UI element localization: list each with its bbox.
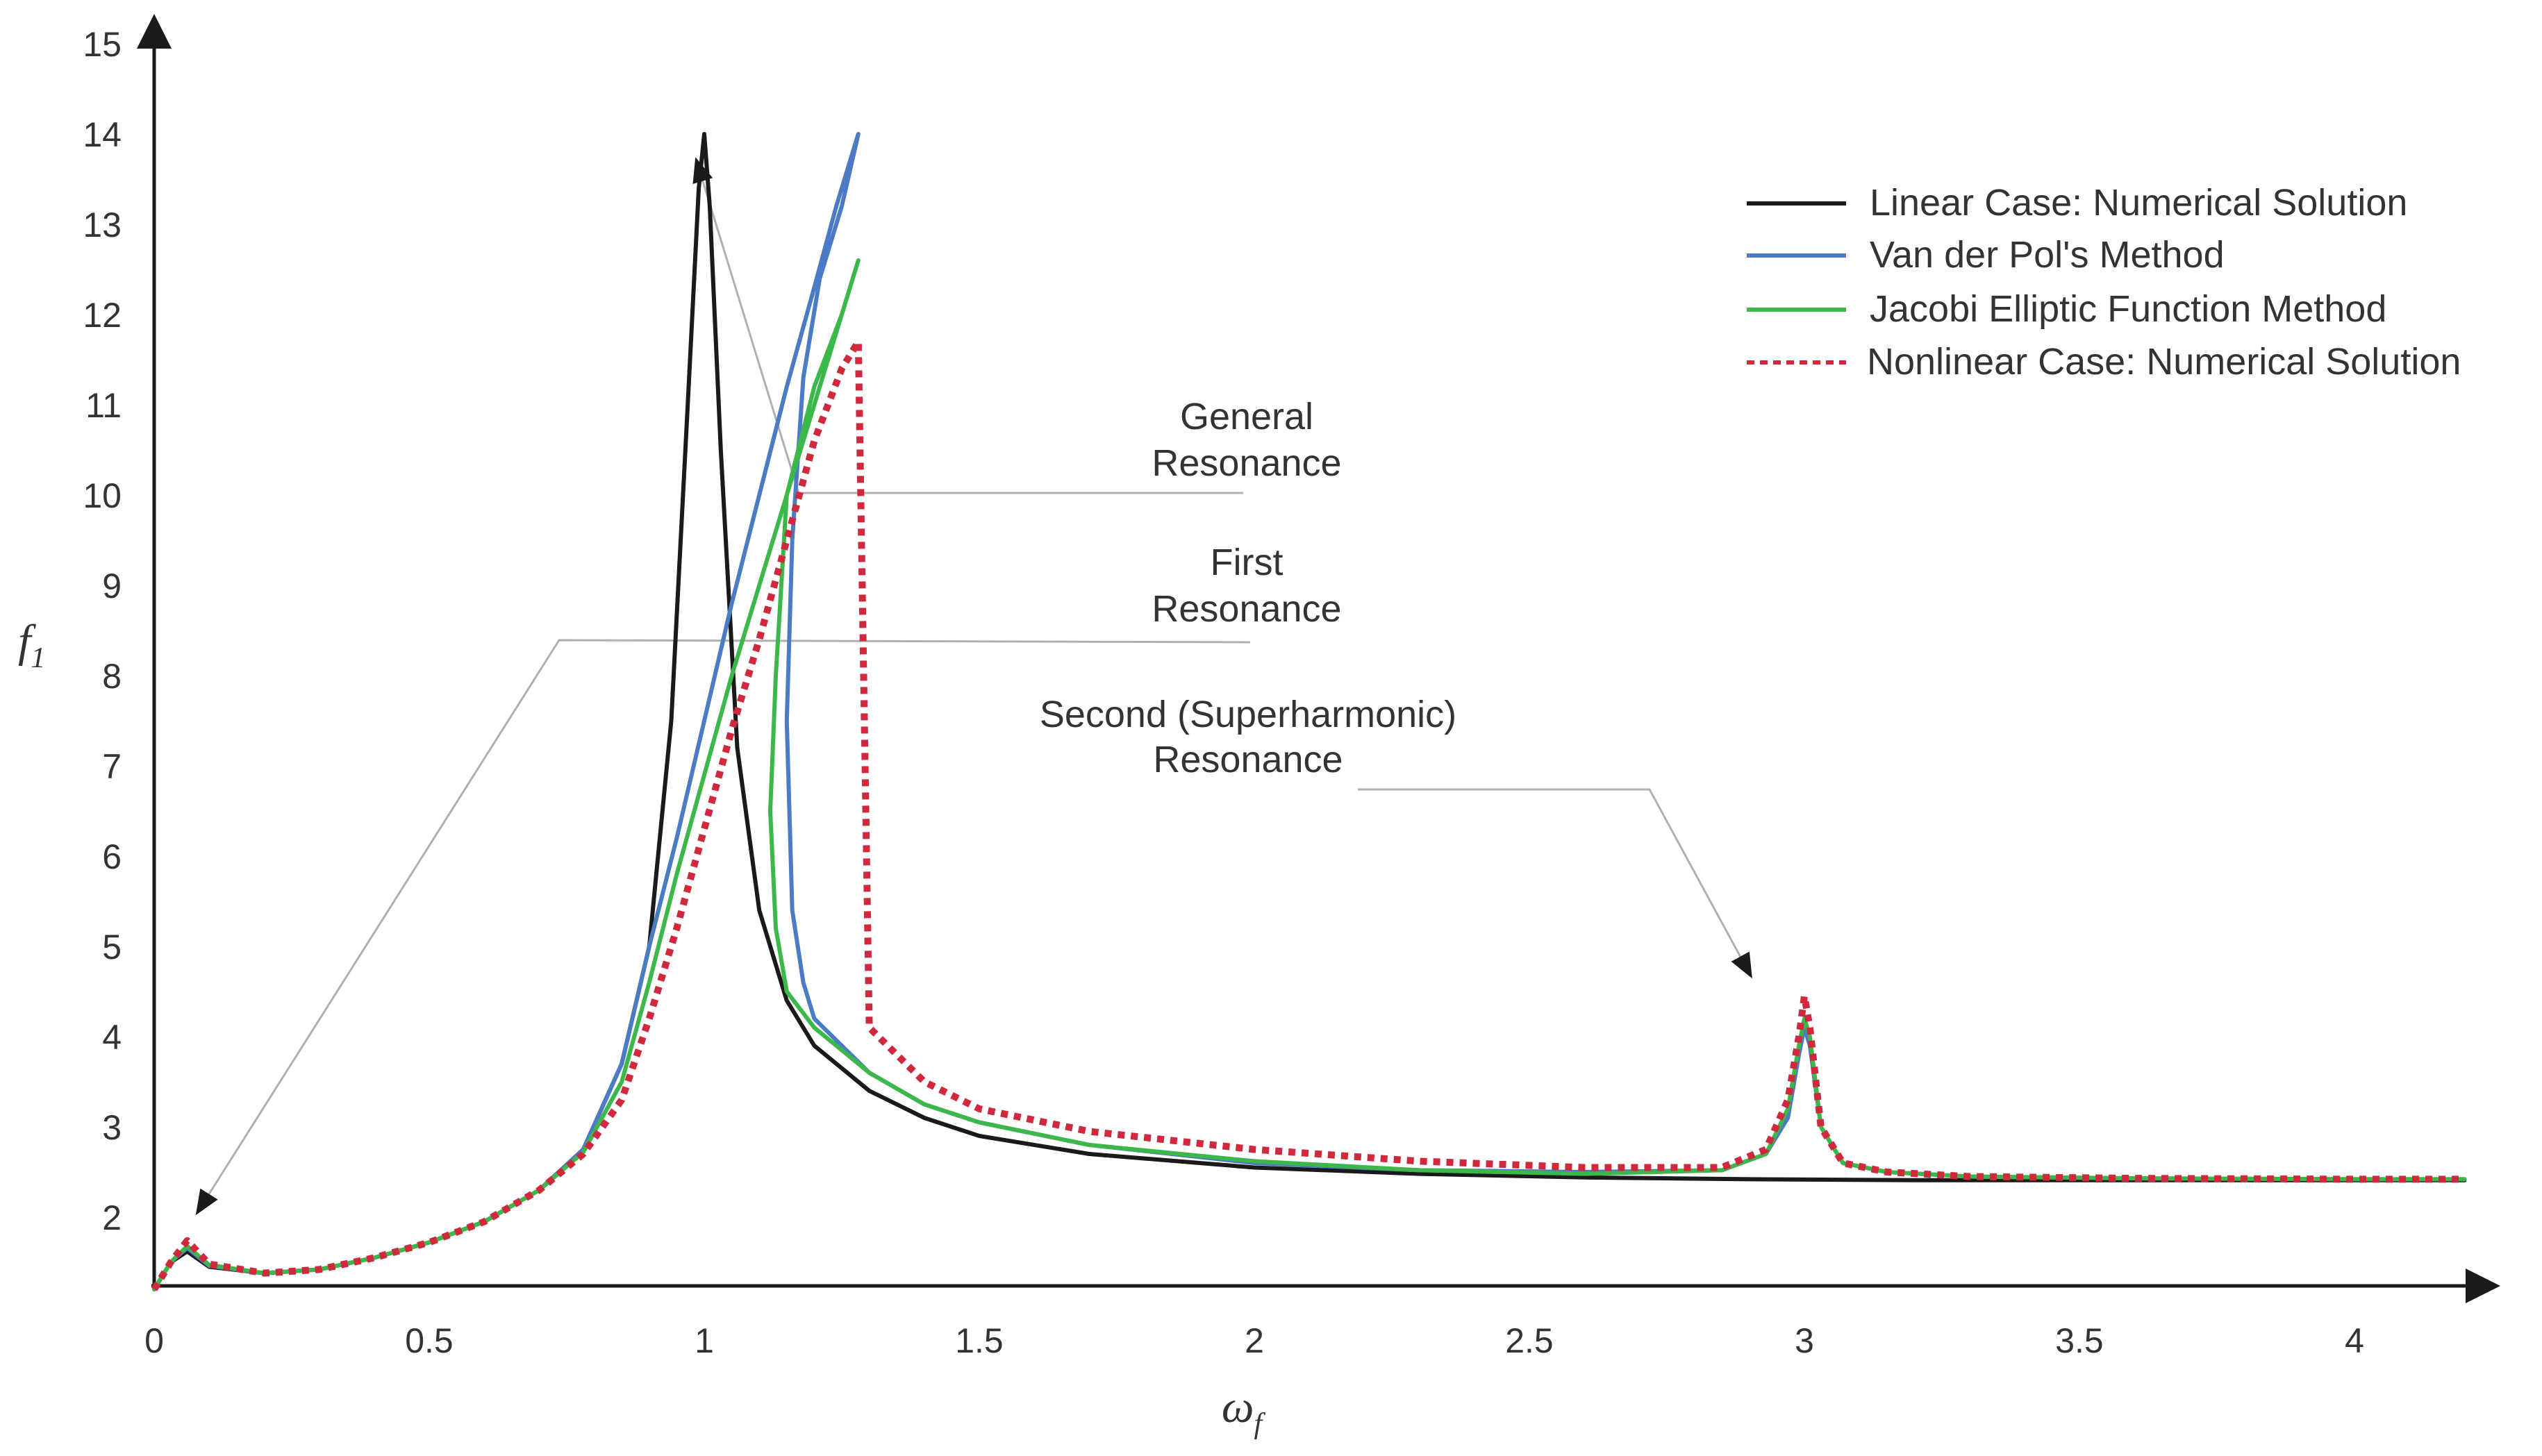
x-tick-label: 0	[144, 1321, 164, 1360]
y-tick-label: 14	[83, 115, 122, 154]
y-tick-label: 5	[102, 928, 122, 967]
y-tick-label: 4	[102, 1018, 122, 1057]
x-tick-label: 1	[695, 1321, 714, 1360]
y-tick-label: 8	[102, 657, 122, 696]
general-resonance-line2: Resonance	[1152, 442, 1341, 484]
x-tick-label: 4	[2345, 1321, 2364, 1360]
annotation-general-resonance: General Resonance	[692, 157, 1342, 494]
y-tick-label: 7	[102, 747, 122, 786]
y-axis-label: f1	[18, 616, 45, 674]
first-resonance-line1: First	[1211, 542, 1284, 583]
x-tick-label: 3.5	[2055, 1321, 2104, 1360]
y-tick-label: 12	[83, 296, 122, 335]
series-layer	[151, 132, 2467, 1291]
x-tick-label: 3	[1795, 1321, 1814, 1360]
legend-label-nonlinear: Nonlinear Case: Numerical Solution	[1867, 341, 2461, 383]
x-tick-label: 2	[1245, 1321, 1264, 1360]
second-resonance-leader	[1358, 788, 1752, 979]
second-resonance-line2: Resonance	[1153, 739, 1343, 780]
nonlinear-case-line	[151, 338, 2465, 1291]
y-tick-label: 9	[102, 567, 122, 605]
first-resonance-leader	[195, 639, 1251, 1216]
y-tick-label: 10	[83, 476, 122, 515]
y-tick-label: 15	[83, 25, 122, 64]
y-tick-label: 13	[83, 206, 122, 244]
y-tick-label: 2	[102, 1198, 122, 1237]
x-tick-label: 2.5	[1505, 1321, 1554, 1360]
y-tick-label: 11	[85, 386, 122, 425]
x-tick-labels: 0 0.5 1 1.5 2 2.5 3 3.5 4	[144, 1321, 2364, 1360]
x-tick-label: 0.5	[405, 1321, 454, 1360]
legend: Linear Case: Numerical Solution Van der …	[1747, 182, 2461, 383]
annotation-first-resonance: First Resonance	[195, 542, 1342, 1216]
legend-label-vanderpol: Van der Pol's Method	[1870, 234, 2225, 276]
y-tick-label: 6	[102, 837, 122, 876]
annotation-second-resonance: Second (Superharmonic) Resonance	[1040, 694, 1752, 979]
y-tick-label: 3	[102, 1108, 122, 1147]
general-resonance-line1: General	[1180, 396, 1313, 437]
legend-label-jacobi: Jacobi Elliptic Function Method	[1870, 288, 2386, 330]
x-tick-label: 1.5	[955, 1321, 1004, 1360]
y-tick-labels: 2 3 4 5 6 7 8 9 10 11 12 13 14 15	[83, 25, 122, 1237]
first-resonance-line2: Resonance	[1152, 588, 1341, 630]
second-resonance-line1: Second (Superharmonic)	[1040, 694, 1456, 735]
legend-label-linear: Linear Case: Numerical Solution	[1870, 182, 2407, 224]
x-axis-label: ωf	[1222, 1382, 1266, 1440]
